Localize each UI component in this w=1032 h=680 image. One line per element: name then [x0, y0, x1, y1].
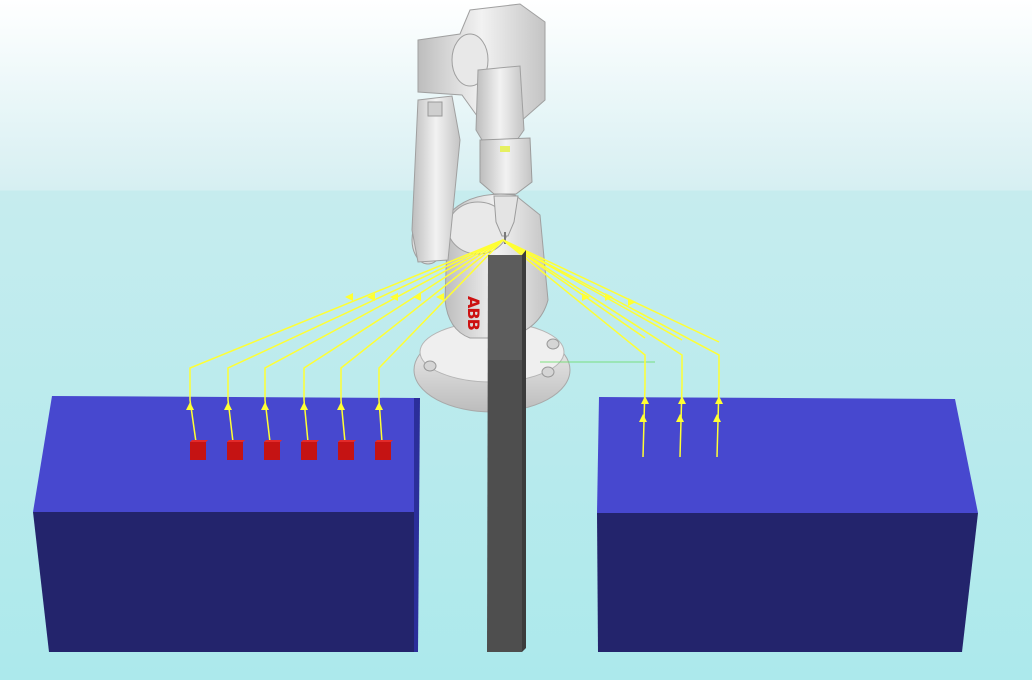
marker — [337, 402, 345, 410]
robot-base-bolt — [546, 338, 560, 350]
marker — [715, 396, 723, 404]
marker — [713, 414, 721, 422]
path-left-2 — [227, 239, 504, 443]
robot-forearm — [475, 65, 525, 151]
robot-base-bolt — [541, 366, 555, 378]
pillar-top — [488, 255, 522, 360]
targets-left[interactable] — [190, 440, 393, 460]
target-block — [264, 440, 282, 460]
marker — [367, 293, 375, 301]
target-block — [301, 440, 319, 460]
path-left-4 — [303, 239, 504, 443]
path-markers — [186, 293, 723, 422]
left-table-front — [33, 512, 416, 652]
marker — [224, 402, 232, 410]
robot-tool — [493, 195, 519, 237]
right-table[interactable] — [597, 397, 978, 652]
robot-lower-arm — [411, 95, 461, 263]
left-table[interactable] — [33, 396, 420, 652]
marker — [639, 414, 647, 422]
target-block — [190, 440, 208, 460]
right-table-top — [597, 397, 978, 513]
marker — [300, 402, 308, 410]
marker — [641, 396, 649, 404]
marker — [628, 298, 636, 306]
marker — [436, 293, 444, 301]
robot-wrist — [479, 137, 533, 195]
right-table-front — [597, 513, 978, 652]
marker — [345, 293, 353, 301]
robot-lower-arm-slot — [427, 101, 443, 117]
marker — [261, 402, 269, 410]
marker — [582, 293, 590, 301]
robot-base-bolt — [423, 360, 437, 372]
path-left-6 — [378, 239, 504, 443]
pillar[interactable] — [487, 250, 526, 652]
target-block — [375, 440, 393, 460]
marker — [678, 396, 686, 404]
marker — [186, 402, 194, 410]
marker — [375, 402, 383, 410]
robot-brand-label: ABB — [464, 296, 483, 331]
left-table-top — [33, 396, 416, 512]
path-left-1 — [189, 239, 504, 443]
path-right-5 — [502, 239, 683, 341]
path-right-6 — [502, 239, 720, 343]
path-right-4 — [502, 239, 646, 339]
pillar-side — [522, 250, 526, 652]
marker — [413, 293, 421, 301]
marker — [676, 414, 684, 422]
path-left-3 — [264, 239, 504, 443]
robot-wrist-indicator — [500, 146, 510, 152]
target-block — [338, 440, 356, 460]
marker — [390, 293, 398, 301]
path-left-5 — [340, 239, 504, 443]
target-block — [227, 440, 245, 460]
left-table-side — [414, 398, 420, 652]
marker — [605, 293, 613, 301]
